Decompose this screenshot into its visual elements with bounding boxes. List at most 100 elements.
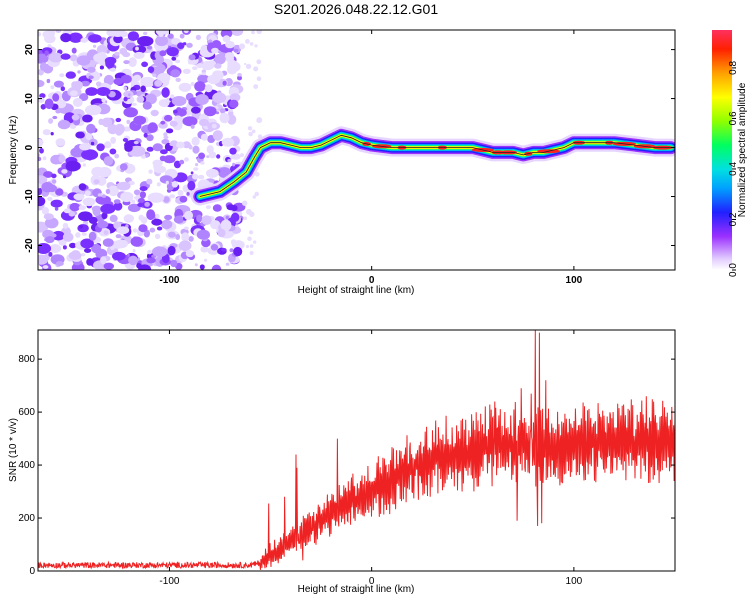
noise-blob [149,227,156,233]
noise-blob [46,78,51,84]
noise-blob [196,229,210,240]
noise-blob [116,181,131,191]
noise-blob [249,230,254,235]
noise-blob [88,34,102,43]
noise-blob [212,204,222,212]
noise-blob [97,167,112,178]
noise-blob [186,192,190,196]
noise-blob [137,202,145,207]
noise-blob [81,232,87,236]
noise-blob [62,232,74,242]
noise-blob [147,249,153,255]
noise-blob [71,114,80,121]
noise-blob [174,115,182,122]
noise-blob [196,214,203,223]
noise-blob [42,156,47,161]
noise-blob [78,211,93,222]
noise-blob [222,35,231,43]
noise-blob [256,76,262,81]
noise-blob [101,97,106,103]
noise-blob [109,214,118,223]
noise-blob [163,155,176,164]
noise-blob [193,167,199,171]
noise-blob [115,117,122,123]
noise-blob [51,173,57,179]
noise-blob [113,202,123,211]
x-tick-label: 0 [369,275,375,286]
noise-blob [130,236,143,247]
noise-blob [253,240,257,244]
noise-blob [191,106,201,114]
noise-blob [164,214,173,221]
noise-blob [62,222,69,229]
noise-blob [182,116,198,127]
noise-blob [249,42,254,46]
noise-blob [137,197,145,204]
noise-blob [57,119,71,130]
noise-blob [51,179,57,184]
noise-blob [65,71,77,79]
noise-blob [123,107,138,118]
noise-blob [256,59,262,65]
noise-blob [179,195,188,203]
noise-blob [52,115,58,120]
y-tick-label: 800 [18,354,35,365]
noise-blob [80,238,94,249]
noise-blob [152,73,157,77]
spectrogram-x-label: Height of straight line (km) [298,285,415,296]
noise-blob [170,69,181,78]
noise-blob [222,80,227,86]
colorbar-label: Normalized spectral amplitude [737,82,748,217]
noise-blob [231,30,244,36]
noise-blob [227,64,238,75]
noise-blob [195,34,201,41]
noise-blob [61,169,68,174]
noise-blob [139,191,146,199]
noise-blob [76,55,91,66]
noise-blob [203,258,208,262]
noise-blob [148,169,153,174]
noise-blob [132,249,136,253]
noise-blob [50,132,54,136]
noise-blob [204,84,213,93]
noise-blob [134,196,139,200]
spectrogram-y-label: Frequency (Hz) [8,116,19,185]
noise-blob [163,132,168,137]
noise-blob [212,70,224,81]
noise-blob [228,108,233,112]
noise-blob [104,141,112,149]
noise-blob [110,136,116,144]
x-tick-label: 100 [566,275,583,286]
noise-blob [120,74,132,84]
noise-blob [175,234,181,240]
noise-blob [215,111,220,115]
noise-blob [86,258,94,266]
noise-blob [120,191,134,203]
noise-blob [191,136,200,146]
noise-blob [205,205,211,210]
noise-blob [195,94,209,105]
noise-blob [101,117,113,128]
noise-blob [245,39,250,44]
noise-blob [38,254,49,265]
noise-blob [133,51,145,59]
noise-blob [102,238,114,247]
noise-blob [84,190,91,197]
noise-blob [163,135,169,140]
noise-blob [96,44,108,55]
noise-blob [122,126,131,132]
noise-blob [42,30,51,38]
noise-blob [186,42,193,48]
noise-blob [44,50,49,56]
noise-blob [161,87,170,98]
noise-blob [113,77,123,85]
noise-blob [106,30,118,37]
noise-blob [109,67,117,72]
noise-blob [112,251,126,261]
noise-blob [184,226,189,230]
noise-blob [95,81,102,87]
noise-blob [49,244,62,253]
noise-blob [69,90,78,97]
noise-blob [103,156,114,166]
noise-blob [80,37,88,43]
